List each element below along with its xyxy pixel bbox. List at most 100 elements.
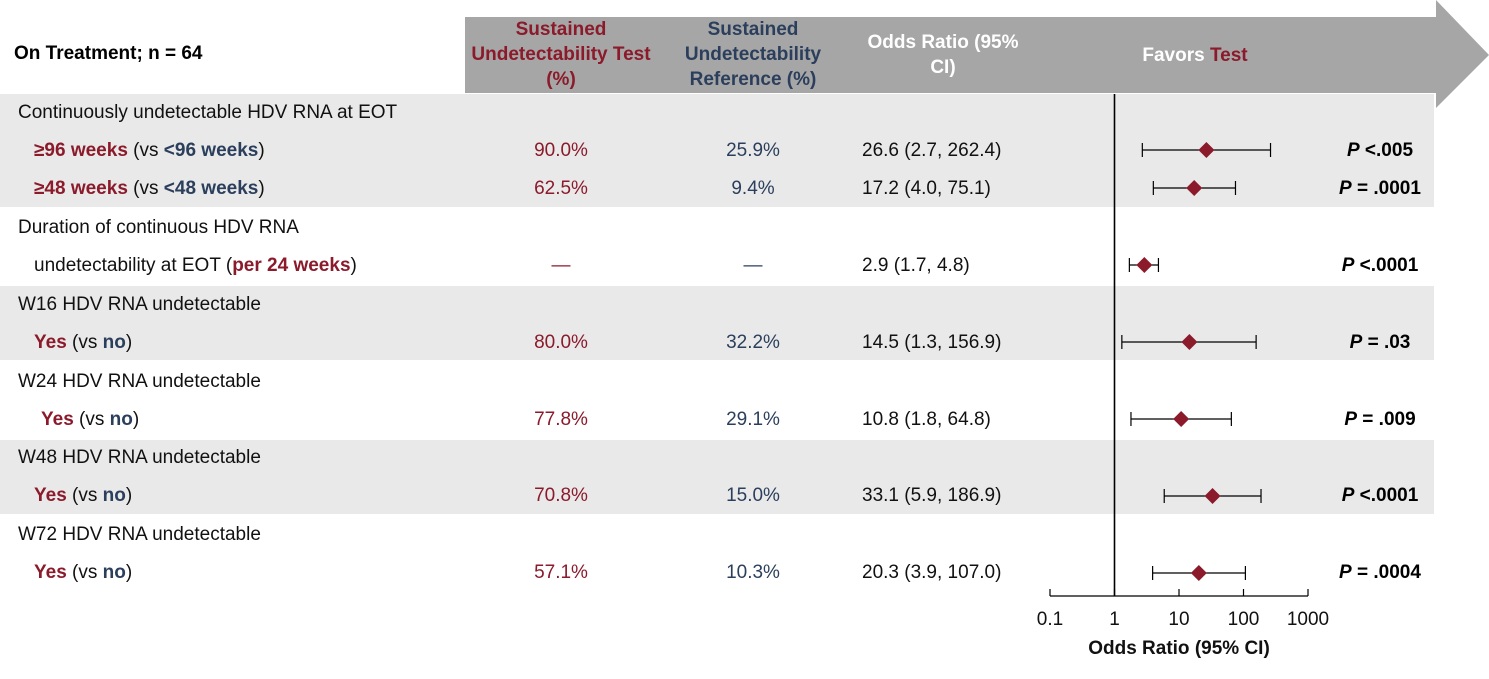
p-number: = .0001 [1351, 178, 1421, 199]
row-band-5 [0, 440, 1434, 514]
group-label: W72 HDV RNA undetectable [18, 524, 261, 545]
table-title: On Treatment; n = 64 [14, 43, 203, 64]
x-tick-label: 100 [1228, 609, 1260, 630]
odds-ratio-value: 17.2 (4.0, 75.1) [862, 178, 991, 199]
test-value: 62.5% [534, 178, 588, 199]
row-mid: (vs [73, 409, 110, 430]
row-tail: ) [258, 178, 265, 199]
row-label: Yes (vs no) [34, 561, 132, 585]
row-compare: no [102, 562, 126, 583]
row-prefix: undetectability at EOT ( [34, 255, 233, 276]
reference-value: 9.4% [731, 178, 775, 199]
p-label: P [1341, 485, 1355, 506]
p-label: P [1341, 255, 1355, 276]
row-lead: ≥48 weeks [34, 178, 128, 199]
reference-value: — [743, 255, 763, 276]
p-value: P = .03 [1305, 332, 1455, 354]
group-label: Duration of continuous HDV RNA [18, 217, 299, 238]
row-label: Yes (vs no) [34, 331, 132, 355]
test-value: 80.0% [534, 332, 588, 353]
favors-prefix: Favors [1142, 45, 1205, 66]
p-value: P = .0004 [1305, 562, 1455, 584]
header-banner [465, 0, 1489, 108]
p-label: P [1349, 332, 1363, 353]
favors-test-label: Favors Test [1080, 43, 1310, 68]
row-lead: Yes [41, 409, 74, 430]
p-value: P <.005 [1305, 140, 1455, 162]
row-lead: Yes [34, 485, 67, 506]
p-value: P <.0001 [1305, 485, 1455, 507]
row-mid: (vs [127, 140, 164, 161]
row-tail: ) [258, 140, 265, 161]
p-value: P = .0001 [1305, 178, 1455, 200]
odds-ratio-value: 26.6 (2.7, 262.4) [862, 140, 1002, 161]
row-tail: ) [125, 332, 133, 353]
x-tick-label: 0.1 [1037, 609, 1063, 630]
p-number: <.005 [1359, 140, 1414, 161]
reference-value: 32.2% [726, 332, 780, 353]
group-label: W16 HDV RNA undetectable [18, 294, 261, 315]
row-lead: ≥96 weeks [34, 140, 128, 161]
row-label: ≥48 weeks (vs <48 weeks) [34, 177, 265, 201]
row-accent: per 24 weeks [232, 255, 351, 276]
row-tail: ) [125, 562, 133, 583]
odds-ratio-value: 14.5 (1.3, 156.9) [862, 332, 1002, 353]
odds-ratio-marker [1136, 257, 1153, 273]
x-tick-label: 1 [1109, 609, 1120, 630]
row-compare: no [102, 485, 126, 506]
p-value: P = .009 [1305, 409, 1455, 431]
row-mid: (vs [66, 485, 103, 506]
p-value: P <.0001 [1305, 255, 1455, 277]
x-tick-label: 1000 [1287, 609, 1329, 630]
group-label: Continuously undetectable HDV RNA at EOT [18, 102, 398, 123]
row-mid: (vs [127, 178, 164, 199]
row-label: Yes (vs no) [41, 408, 139, 432]
p-label: P [1344, 409, 1358, 430]
test-value: 90.0% [534, 140, 588, 161]
row-compare: <96 weeks [163, 140, 259, 161]
column-header-test: Sustained Undetectability Test (%) [471, 19, 651, 90]
odds-ratio-marker [1190, 565, 1207, 581]
p-number: <.0001 [1354, 255, 1419, 276]
group-label: W24 HDV RNA undetectable [18, 371, 261, 392]
p-label: P [1346, 140, 1360, 161]
test-value: — [551, 255, 571, 276]
row-mid: (vs [66, 562, 103, 583]
test-value: 77.8% [534, 409, 588, 430]
row-compare: no [102, 332, 126, 353]
row-lead: Yes [34, 332, 67, 353]
odds-ratio-value: 20.3 (3.9, 107.0) [862, 562, 1002, 583]
row-tail: ) [132, 409, 140, 430]
odds-ratio-value: 2.9 (1.7, 4.8) [862, 255, 970, 276]
test-value: 70.8% [534, 485, 588, 506]
row-compare: no [109, 409, 133, 430]
odds-ratio-value: 33.1 (5.9, 186.9) [862, 485, 1002, 506]
column-header-reference: Sustained Undetectability Reference (%) [684, 19, 822, 90]
row-compare: <48 weeks [163, 178, 259, 199]
row-label: undetectability at EOT (per 24 weeks) [34, 254, 357, 278]
p-number: <.0001 [1354, 485, 1419, 506]
x-tick-label: 10 [1168, 609, 1189, 630]
row-label: Yes (vs no) [34, 484, 132, 508]
p-number: = .03 [1362, 332, 1411, 353]
reference-value: 25.9% [726, 140, 780, 161]
odds-ratio-value: 10.8 (1.8, 64.8) [862, 409, 991, 430]
odds-ratio-marker [1173, 411, 1190, 427]
reference-value: 10.3% [726, 562, 780, 583]
reference-value: 29.1% [726, 409, 780, 430]
row-mid: (vs [66, 332, 103, 353]
p-label: P [1339, 178, 1352, 199]
row-tail: ) [125, 485, 133, 506]
test-value: 57.1% [534, 562, 588, 583]
group-label: W48 HDV RNA undetectable [18, 447, 261, 468]
reference-value: 15.0% [726, 485, 780, 506]
p-label: P [1339, 562, 1352, 583]
p-number: = .0004 [1351, 562, 1421, 583]
column-header-odds-ratio: Odds Ratio (95% CI) [867, 32, 1019, 78]
x-axis-label: Odds Ratio (95% CI) [1088, 638, 1270, 659]
row-tail: ) [350, 255, 357, 276]
row-label: ≥96 weeks (vs <96 weeks) [34, 139, 265, 163]
favors-accent: Test [1209, 45, 1248, 66]
row-lead: Yes [34, 562, 67, 583]
p-number: = .009 [1357, 409, 1416, 430]
